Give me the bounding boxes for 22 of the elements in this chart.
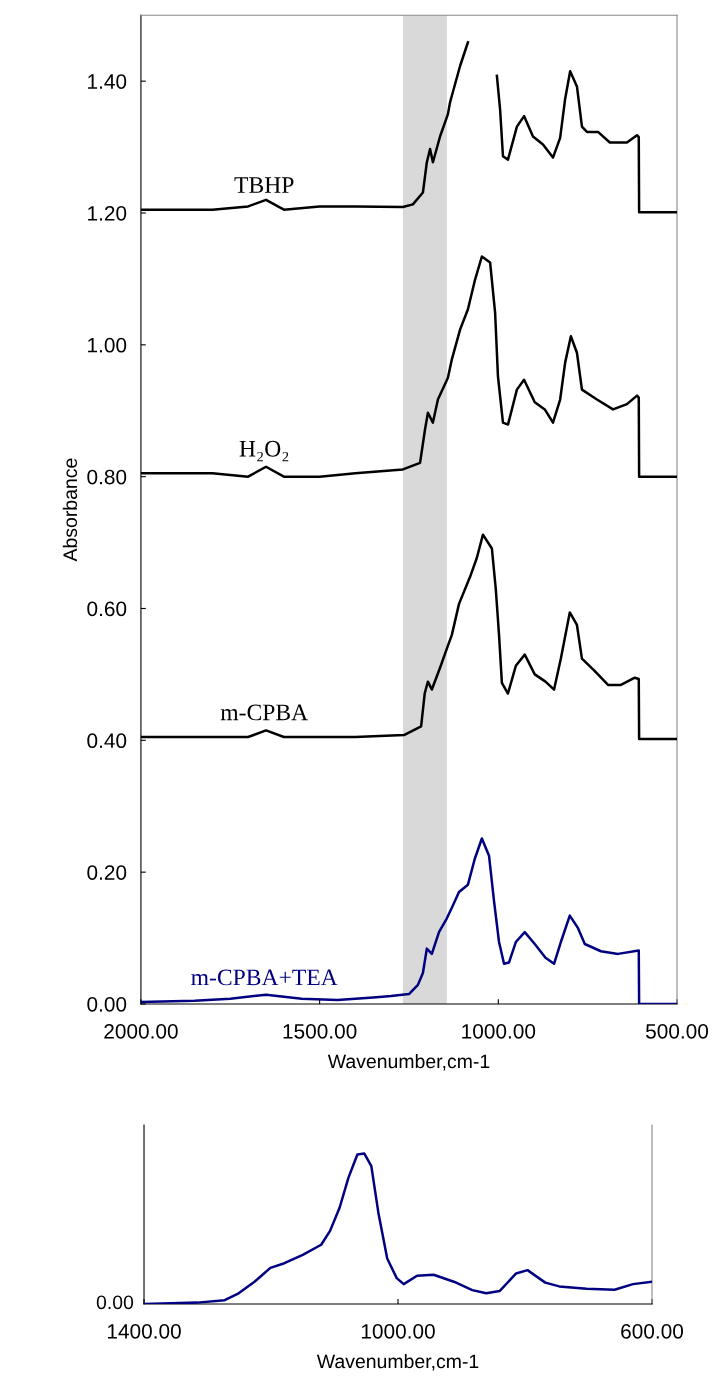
series-label: TBHP (234, 177, 294, 193)
y-tick-label: 1.20 (88, 205, 127, 221)
y-axis-title: Absorbance (62, 458, 78, 562)
series-label: m-CPBA+TEA (191, 969, 338, 986)
x-axis-title: Wavenumber,cm-1 (327, 1053, 490, 1071)
x-tick-label: 1000.00 (361, 1323, 435, 1339)
series-label: m-CPBA (220, 704, 308, 721)
y-tick-label: 1.40 (88, 74, 127, 89)
y-tick-label: 0.60 (87, 601, 127, 617)
x-tick-label: 2000.00 (104, 1023, 178, 1039)
x-tick-label: 1500.00 (283, 1023, 357, 1039)
y-tick-label: 0.00 (87, 996, 127, 1012)
series-label: H₂O₂ (239, 440, 289, 462)
y-tick-label: 1.00 (88, 337, 127, 353)
y-tick-label: 0.20 (87, 865, 127, 880)
x-tick-label: 1400.00 (107, 1323, 181, 1339)
y-tick-label: 0.80 (87, 469, 127, 485)
x-tick-label: 600.00 (621, 1323, 684, 1339)
x-axis-title: Wavenumber,cm-1 (316, 1353, 479, 1371)
x-tick-label: 1000.00 (462, 1023, 536, 1039)
x-tick-label: 500.00 (645, 1023, 709, 1039)
y-tick-label: 0.40 (87, 733, 127, 749)
